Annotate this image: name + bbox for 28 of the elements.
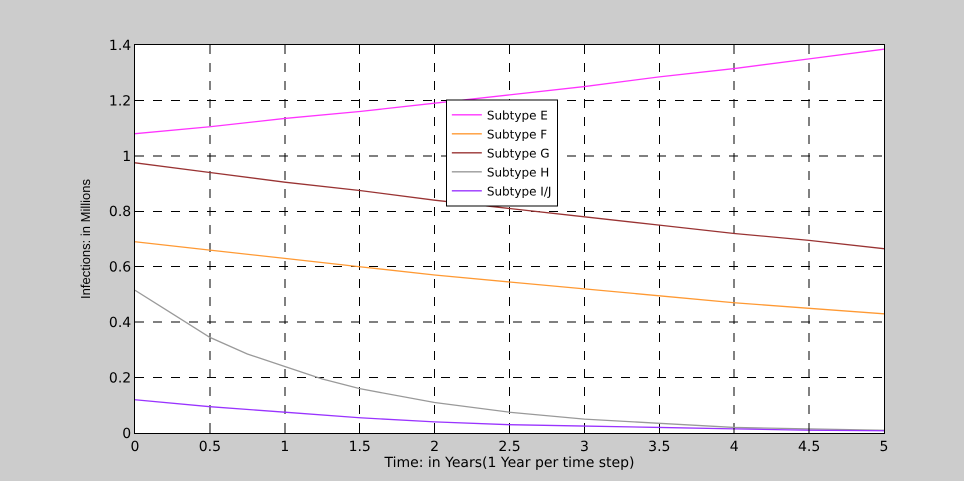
- x-tick-label: 2: [430, 438, 440, 455]
- y-tick-label: 1.2: [108, 93, 132, 110]
- x-tick-label: 1.5: [348, 438, 371, 455]
- x-tick-label: 3: [580, 438, 589, 455]
- y-tick-label: 0.8: [108, 204, 132, 220]
- x-tick-label: 3.5: [648, 438, 670, 455]
- y-tick-label: 0.6: [108, 260, 132, 276]
- x-tick-label: 5: [880, 438, 888, 455]
- y-axis-title: Infections: in Millions: [78, 178, 93, 299]
- y-tick-label: 0: [122, 426, 132, 442]
- y-tick-label: 1: [122, 148, 132, 165]
- y-tick-label: 1.4: [108, 38, 132, 54]
- x-tick-label: 1: [280, 438, 290, 455]
- x-tick-label: 4: [730, 438, 739, 455]
- y-tick-label: 0.2: [108, 370, 132, 386]
- legend-label: Subtype I/J: [486, 184, 552, 198]
- legend-label: Subtype E: [486, 108, 548, 122]
- line-series: [135, 290, 884, 431]
- x-tick-label: 0.5: [198, 438, 222, 455]
- line-series: [135, 241, 884, 314]
- x-tick-label: 4.5: [798, 438, 820, 455]
- line-series: [135, 399, 884, 432]
- legend-label: Subtype G: [486, 146, 550, 160]
- legend-label: Subtype F: [486, 128, 548, 142]
- x-axis-title: Time: in Years(1 Year per time step): [383, 454, 635, 471]
- x-tick-label: 2.5: [498, 438, 521, 455]
- y-tick-label: 0.4: [108, 315, 132, 332]
- legend-label: Subtype H: [486, 166, 550, 180]
